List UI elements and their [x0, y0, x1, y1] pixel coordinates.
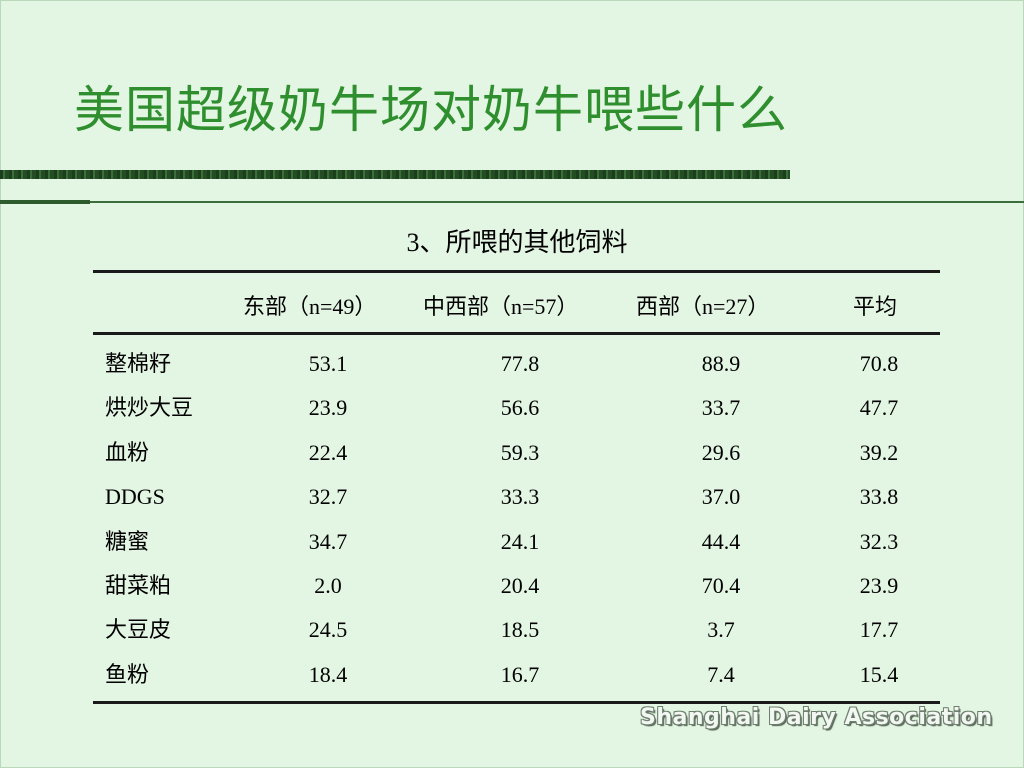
- header-east: 东部（n=49）: [243, 294, 377, 319]
- table-body: 整棉籽 53.1 77.8 88.9 70.8 烘炒大豆 23.9 56.6 33.7 47.7 血…: [93, 335, 940, 701]
- table-row: 整棉籽 53.1 77.8 88.9 70.8: [93, 342, 940, 386]
- table-row: 大豆皮 24.5 18.5 3.7 17.7: [93, 608, 940, 652]
- row-label: 血粉: [105, 439, 150, 465]
- table-row: 糖蜜 34.7 24.1 44.4 32.3: [93, 520, 940, 564]
- table-row: 甜菜粕 2.0 20.4 70.4 23.9: [93, 564, 940, 608]
- table-caption: 3、所喂的其他饲料: [406, 228, 628, 257]
- table-row: DDGS 32.7 33.3 37.0 33.8: [93, 475, 940, 519]
- title-divider-accent: [0, 200, 90, 204]
- row-label: 鱼粉: [105, 661, 150, 687]
- header-average: 平均: [853, 294, 898, 319]
- header-west: 西部（n=27）: [636, 294, 770, 319]
- row-label: 烘炒大豆: [105, 395, 194, 421]
- row-label: 大豆皮: [105, 617, 172, 643]
- table-header-row: 东部（n=49） 中西部（n=57） 西部（n=27） 平均: [93, 273, 940, 332]
- table-row: 烘炒大豆 23.9 56.6 33.7 47.7: [93, 386, 940, 430]
- association-watermark: Shanghai Dairy Association: [640, 705, 993, 730]
- header-midwest: 中西部（n=57）: [423, 294, 579, 319]
- title-divider-textured: [0, 170, 790, 179]
- row-label: 甜菜粕: [105, 573, 172, 598]
- table-bottom-rule: [93, 701, 940, 704]
- table-row: 鱼粉 18.4 16.7 7.4 15.4: [93, 653, 940, 697]
- row-label: DDGS: [105, 484, 165, 510]
- table-top-rule: [93, 270, 940, 273]
- feed-table: 东部（n=49） 中西部（n=57） 西部（n=27） 平均 整棉籽 53.1 77…: [93, 270, 940, 704]
- row-label: 整棉籽: [105, 351, 172, 376]
- table-row: 血粉 22.4 59.3 29.6 39.2: [93, 431, 940, 475]
- slide-title: 美国超级奶牛场对奶牛喂些什么: [74, 81, 788, 139]
- title-divider-thin: [0, 201, 1024, 203]
- table-header-rule: [93, 332, 940, 335]
- row-label: 糖蜜: [105, 528, 150, 554]
